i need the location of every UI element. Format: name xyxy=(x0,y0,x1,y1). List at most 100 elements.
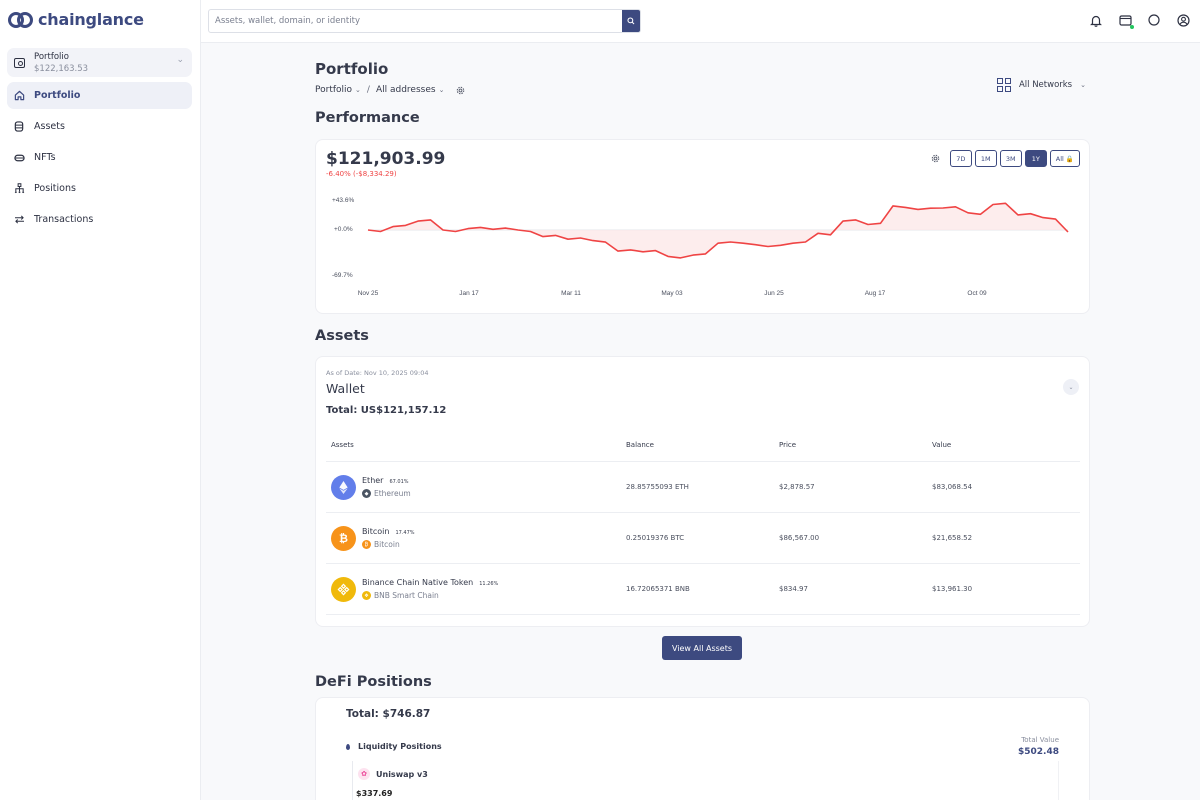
sidebar-item-label: Assets xyxy=(34,121,65,132)
breadcrumb-separator: / xyxy=(366,85,370,95)
database-icon xyxy=(11,119,27,135)
asset-balance: 28.85755093 ETH xyxy=(626,483,689,491)
range-1m-button[interactable]: 1M xyxy=(974,150,997,167)
chevron-down-icon: ⌄ xyxy=(176,55,184,65)
sidebar-item-label: NFTs xyxy=(34,152,56,163)
assets-title: Assets xyxy=(315,328,369,344)
portfolio-settings-button[interactable] xyxy=(456,86,465,95)
x-tick-label: Jun 25 xyxy=(764,290,784,297)
assets-table: Assets Balance Price Value Ether 67.01% xyxy=(326,429,1080,615)
wallet-icon xyxy=(14,57,25,68)
table-row[interactable]: Ether 67.01% ◆ Ethereum 28.85755093 ETH … xyxy=(326,462,1080,513)
asset-value: $13,961.30 xyxy=(932,585,973,593)
liquidity-positions-toggle[interactable]: Liquidity Positions xyxy=(346,742,442,751)
chevron-down-icon: ⌄ xyxy=(1068,383,1074,391)
portfolio-switcher[interactable]: Portfolio $122,163.53 ⌄ xyxy=(7,48,192,77)
sidebar-item-transactions[interactable]: Transactions xyxy=(7,206,192,233)
chevron-down-icon: ⌄ xyxy=(355,86,361,94)
sidebar: chainglance Portfolio $122,163.53 ⌄ Port… xyxy=(0,0,201,800)
view-all-assets-button[interactable]: View All Assets xyxy=(662,636,742,660)
connected-status-dot xyxy=(1130,25,1134,29)
as-of-date: As of Date: Nov 10, 2025 09:04 xyxy=(326,369,429,377)
sidebar-item-assets[interactable]: Assets xyxy=(7,113,192,140)
total-value-label: Total Value xyxy=(1021,736,1059,744)
asset-allocation: 17.47% xyxy=(395,530,415,536)
search-input[interactable] xyxy=(209,10,622,32)
asset-price: $2,878.57 xyxy=(779,483,815,491)
x-tick-label: Aug 17 xyxy=(864,290,886,297)
hierarchy-icon xyxy=(11,181,27,197)
logo-text: chainglance xyxy=(38,10,144,29)
portfolio-selector[interactable]: Portfolio ⌄ xyxy=(315,85,361,95)
sidebar-item-positions[interactable]: Positions xyxy=(7,175,192,202)
sidebar-item-nfts[interactable]: NFTs xyxy=(7,144,192,171)
protocol-value: $337.69 xyxy=(356,789,393,798)
gear-icon xyxy=(457,86,465,94)
divider xyxy=(1058,761,1059,800)
search-bar xyxy=(208,9,641,33)
chevron-down-icon: ⌄ xyxy=(1080,81,1086,89)
table-row[interactable]: ₿ Bitcoin 17.47% ₿ Bitcoin 0.25019376 BT… xyxy=(326,513,1080,564)
chevron-down-icon: ⌄ xyxy=(438,86,445,94)
nft-icon xyxy=(11,150,27,166)
portfolio-value: $121,903.99 xyxy=(326,149,446,169)
asset-name: Bitcoin xyxy=(362,527,390,536)
asset-balance: 16.72065371 BNB xyxy=(626,585,690,593)
y-tick-label: +0.0% xyxy=(334,226,353,233)
logo[interactable]: chainglance xyxy=(8,10,144,29)
range-7d-button[interactable]: 7D xyxy=(949,150,972,167)
table-header: Assets Balance Price Value xyxy=(326,429,1080,462)
wallet-total: Total: US$121,157.12 xyxy=(326,405,447,416)
range-1y-button[interactable]: 1Y xyxy=(1024,150,1047,167)
portfolio-change: -6.40% (-$8,334.29) xyxy=(326,170,397,178)
bitcoin-icon: ₿ xyxy=(331,525,356,551)
asset-chain: Ethereum xyxy=(374,489,411,498)
asset-chain: Bitcoin xyxy=(374,540,400,549)
range-3m-button[interactable]: 3M xyxy=(999,150,1022,167)
swap-arrows-icon xyxy=(11,212,27,228)
portfolio-switcher-title: Portfolio xyxy=(34,51,69,62)
x-tick-label: Nov 25 xyxy=(357,290,379,297)
asset-allocation: 67.01% xyxy=(389,479,409,485)
network-filter[interactable]: All Networks ⌄ xyxy=(996,78,1086,92)
asset-name: Ether xyxy=(362,476,384,485)
asset-price: $86,567.00 xyxy=(779,534,820,542)
liquidity-positions-label: Liquidity Positions xyxy=(358,742,442,751)
logo-mark-icon xyxy=(8,11,34,29)
sidebar-item-label: Portfolio xyxy=(34,90,81,101)
column-header-assets[interactable]: Assets xyxy=(331,441,354,449)
time-range-selector: 7D 1M 3M 1Y All 🔒 xyxy=(931,150,1080,167)
protocol-uniswap[interactable]: ✿ Uniswap v3 xyxy=(358,768,428,780)
bnb-chain-icon: ❖ xyxy=(362,591,371,600)
sidebar-item-portfolio[interactable]: Portfolio xyxy=(7,82,192,109)
collapse-wallet-button[interactable]: ⌄ xyxy=(1063,379,1079,395)
table-row[interactable]: Binance Chain Native Token 11.26% ❖ BNB … xyxy=(326,564,1080,615)
sidebar-item-label: Transactions xyxy=(34,214,94,225)
chart-settings-button[interactable] xyxy=(931,154,940,163)
asset-chain: BNB Smart Chain xyxy=(374,591,439,600)
ethereum-chain-icon: ◆ xyxy=(362,489,371,498)
network-filter-label: All Networks xyxy=(1018,80,1073,90)
defi-positions-title: DeFi Positions xyxy=(315,674,432,690)
gear-icon xyxy=(931,154,940,163)
x-tick-label: Oct 09 xyxy=(967,290,987,297)
defi-positions-card: Total: $746.87 Liquidity Positions Total… xyxy=(315,697,1090,800)
column-header-price[interactable]: Price xyxy=(779,441,797,449)
asset-balance: 0.25019376 BTC xyxy=(626,534,685,542)
x-tick-label: Jan 17 xyxy=(459,290,479,297)
performance-line xyxy=(367,202,1069,259)
wallet-connect-button[interactable] xyxy=(1118,12,1134,29)
range-all-button[interactable]: All 🔒 xyxy=(1049,150,1080,167)
bnb-icon xyxy=(331,576,356,602)
profile-button[interactable] xyxy=(1176,12,1190,28)
theme-toggle-button[interactable] xyxy=(1147,12,1161,28)
performance-card: $121,903.99 -6.40% (-$8,334.29) 7D 1M 3M… xyxy=(315,139,1090,314)
notifications-button[interactable] xyxy=(1089,12,1103,28)
search-button[interactable] xyxy=(622,10,640,32)
address-selector[interactable]: All addresses ⌄ xyxy=(376,85,444,95)
column-header-value[interactable]: Value xyxy=(932,441,952,449)
protocol-name: Uniswap v3 xyxy=(376,769,428,779)
performance-chart[interactable]: +43.6% +0.0% -69.7% Nov 25 Jan 17 Mar 11… xyxy=(316,190,1091,310)
column-header-balance[interactable]: Balance xyxy=(626,441,654,449)
grid-icon xyxy=(996,78,1011,92)
